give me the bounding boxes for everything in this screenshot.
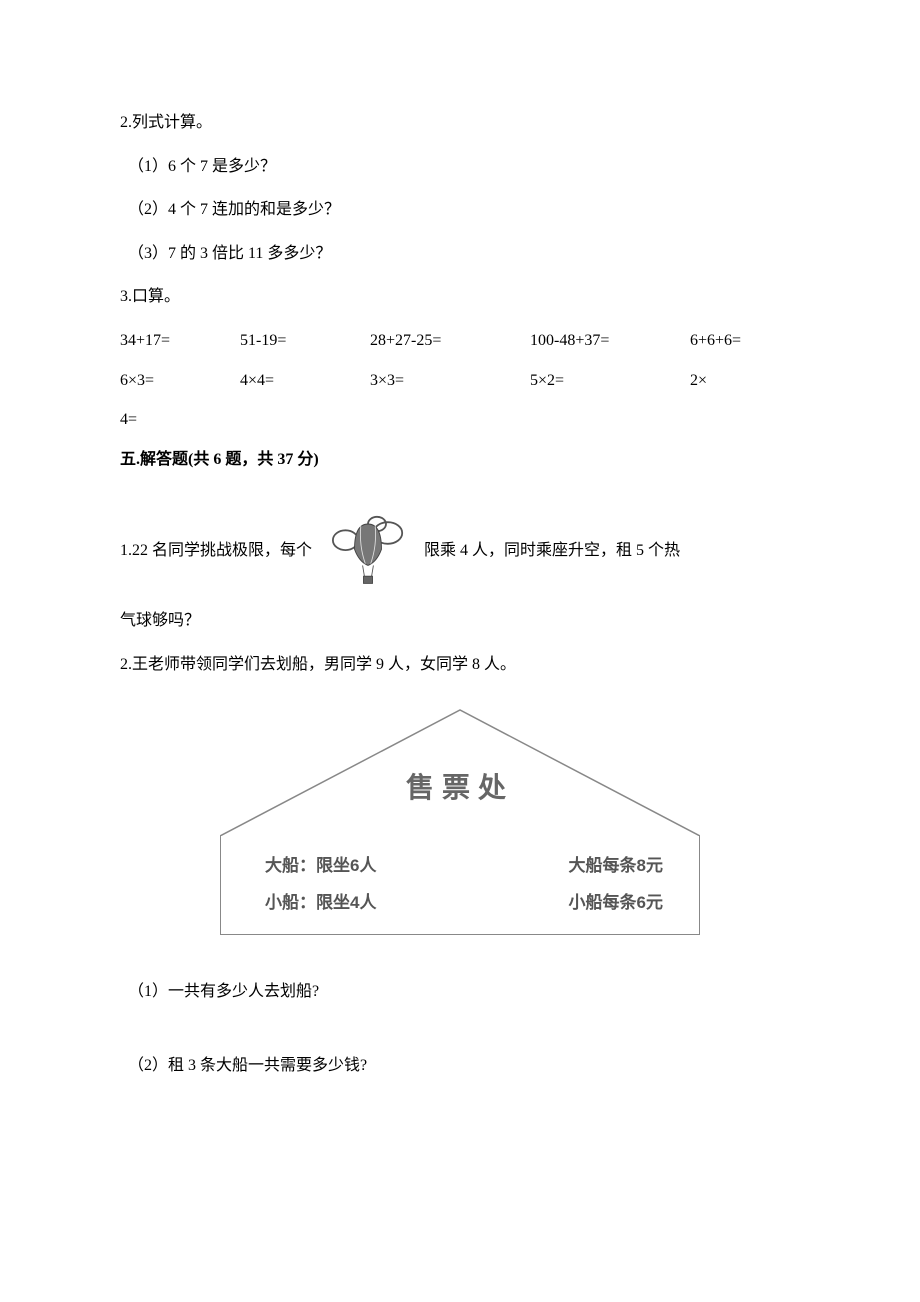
q2-item-3: （3）7 的 3 倍比 11 多多少？: [120, 241, 800, 267]
p2-sub-1: （1）一共有多少人去划船?: [120, 979, 800, 1005]
q2-item-1: （1）6 个 7 是多少？: [120, 154, 800, 180]
calc-cell: 100-48+37=: [530, 328, 690, 354]
p2-sub-2: （2）租 3 条大船一共需要多少钱?: [120, 1053, 800, 1079]
calc-cell: 5×2=: [530, 368, 690, 394]
problem-2-title: 2.王老师带领同学们去划船，男同学 9 人，女同学 8 人。: [120, 652, 800, 678]
calc-row-1: 34+17= 51-19= 28+27-25= 100-48+37= 6+6+6…: [120, 328, 800, 354]
p1-text-a: 1.22 名同学挑战极限，每个: [120, 543, 312, 560]
booth-label: 售票处: [220, 766, 700, 811]
booth-row: 大船：限坐6人 大船每条8元: [265, 852, 663, 879]
calc-cell: 4×4=: [240, 368, 370, 394]
section-5-title: 五.解答题(共 6 题，共 37 分): [120, 447, 800, 473]
booth-cell-right: 大船每条8元: [569, 852, 663, 879]
p1-text-b: 限乘 4 人，同时乘座升空，租 5 个热: [424, 543, 680, 560]
calc-cell: 51-19=: [240, 328, 370, 354]
hot-air-balloon-icon: [320, 506, 416, 596]
booth-cell-right: 小船每条6元: [569, 889, 663, 916]
q3-title: 3.口算。: [120, 284, 800, 310]
calc-cell: 3×3=: [370, 368, 530, 394]
calc-cell: 6×3=: [120, 368, 240, 394]
booth-cell-left: 小船：限坐4人: [265, 889, 376, 916]
calc-cell: 2×: [690, 368, 800, 394]
q2-item-2: （2）4 个 7 连加的和是多少？: [120, 197, 800, 223]
booth-cell-left: 大船：限坐6人: [265, 852, 376, 879]
booth-roof: 售票处: [220, 706, 700, 836]
calc-cell: 6+6+6=: [690, 328, 800, 354]
ticket-booth: 售票处 大船：限坐6人 大船每条8元 小船：限坐4人 小船每条6元: [220, 706, 700, 935]
problem-1: 1.22 名同学挑战极限，每个 限乘 4 人，同时乘座升空，租 5 个热: [120, 506, 800, 596]
calc-row-2: 6×3= 4×4= 3×3= 5×2= 2×: [120, 368, 800, 394]
calc-cell: 34+17=: [120, 328, 240, 354]
booth-body: 大船：限坐6人 大船每条8元 小船：限坐4人 小船每条6元: [220, 836, 700, 935]
p1-line2: 气球够吗？: [120, 608, 800, 634]
q2-title: 2.列式计算。: [120, 110, 800, 136]
booth-row: 小船：限坐4人 小船每条6元: [265, 889, 663, 916]
calc-row-2-tail: 4=: [120, 407, 800, 433]
calc-cell: 28+27-25=: [370, 328, 530, 354]
